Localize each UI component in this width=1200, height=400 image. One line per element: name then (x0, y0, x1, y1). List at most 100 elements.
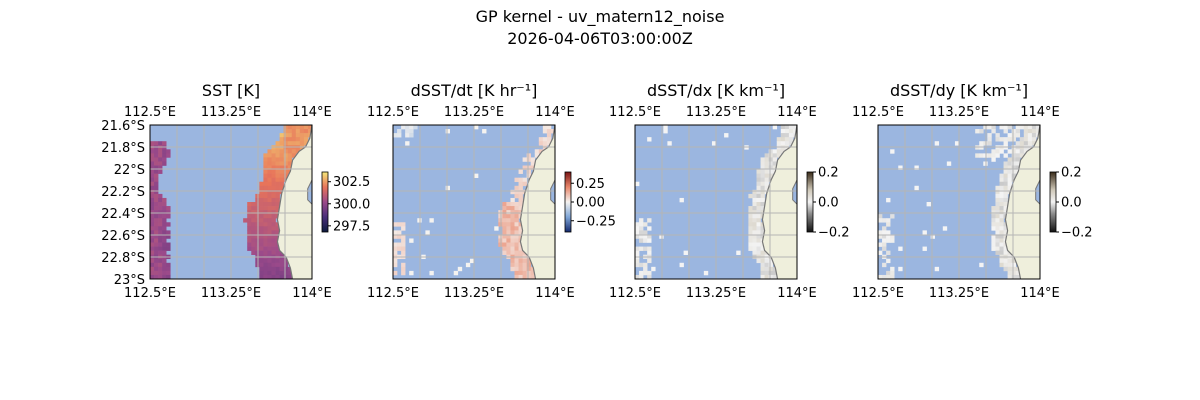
heatmap-cell (247, 202, 252, 207)
heatmap-cell (522, 165, 527, 170)
panels: SST [K] 112.5°E 112.5°E 113.25°E 113.25°E 114… (101, 81, 1092, 301)
heatmap-cell (275, 189, 280, 195)
heatmap-cell (999, 202, 1004, 207)
heatmap-cell (756, 230, 761, 235)
heatmap-cell (760, 206, 765, 211)
heatmap-cell (886, 270, 891, 276)
heatmap-cell (401, 262, 406, 268)
heatmap-cell (275, 181, 280, 187)
heatmap-cell (1003, 125, 1008, 130)
heatmap-cell (283, 169, 288, 174)
heatmap-cell (291, 133, 297, 138)
heatmap-cell (1007, 270, 1012, 276)
heatmap-cell (1019, 141, 1025, 146)
heatmap-cell (878, 230, 883, 235)
heatmap-cell (401, 226, 406, 231)
heatmap-cell (158, 270, 163, 276)
heatmap-cell (647, 246, 652, 251)
x-tick-label-top: 112.5°E (124, 105, 176, 120)
heatmap-cell (291, 153, 297, 158)
heatmap-cell (154, 197, 159, 203)
heatmap-cell (267, 193, 272, 199)
heatmap-cell (263, 242, 268, 247)
heatmap-cell (764, 169, 769, 174)
heatmap-cell (263, 226, 268, 231)
heatmap-cell (760, 230, 765, 235)
heatmap-cell (393, 246, 398, 251)
heatmap-cell (255, 230, 260, 235)
heatmap-cell (263, 210, 268, 215)
heatmap-cell (991, 242, 996, 247)
heatmap-cell (397, 222, 402, 227)
heatmap-cell (510, 226, 515, 231)
heatmap-cell (162, 157, 167, 162)
heatmap-cell (1011, 262, 1016, 268)
heatmap-cell (150, 234, 155, 239)
heatmap-cell (259, 197, 264, 203)
heatmap-cell (1007, 266, 1012, 272)
heatmap-cell (999, 149, 1004, 154)
heatmap-cell (1027, 129, 1033, 134)
heatmap-cell (890, 274, 895, 280)
heatmap-cell (154, 210, 159, 215)
heatmap-cell (514, 230, 519, 235)
heatmap-cell (154, 189, 159, 195)
heatmap-cell (397, 133, 402, 138)
heatmap-cell (1003, 246, 1008, 251)
heatmap-cell (287, 165, 293, 170)
heatmap-cell (999, 125, 1004, 130)
heatmap-cell (999, 230, 1004, 235)
heatmap-cell (975, 153, 980, 158)
heatmap-cell (643, 262, 648, 268)
heatmap-cell (635, 250, 640, 255)
heatmap-cell (275, 165, 280, 170)
heatmap-cell (158, 238, 163, 243)
heatmap-cell (898, 165, 903, 170)
y-tick-label: 21.8°S (101, 141, 145, 156)
heatmap-cell (926, 202, 931, 207)
heatmap-cell (401, 238, 406, 243)
heatmap-cell (271, 149, 276, 154)
heatmap-cell (756, 258, 761, 264)
heatmap-cell (271, 246, 276, 251)
heatmap-cell (263, 270, 268, 276)
heatmap-cell (283, 125, 288, 130)
heatmap-cell (271, 238, 276, 243)
heatmap-cell (409, 133, 414, 138)
heatmap-cell (494, 226, 499, 231)
heatmap-cell (764, 153, 769, 158)
heatmap-cell (643, 238, 648, 243)
heatmap-cell (275, 149, 280, 154)
heatmap-cell (158, 222, 163, 227)
heatmap-cell (259, 258, 264, 264)
heatmap-cell (267, 238, 272, 243)
heatmap-cell (987, 125, 992, 130)
heatmap-cell (534, 149, 540, 154)
heatmap-cell (772, 165, 778, 170)
heatmap-cell (162, 153, 167, 158)
heatmap-cell (1023, 141, 1029, 146)
heatmap-cell (279, 141, 284, 146)
heatmap-cell (267, 185, 272, 191)
heatmap-cell (890, 270, 895, 276)
heatmap-cell (975, 129, 980, 134)
heatmap-cell (251, 210, 256, 215)
heatmap-cell (1027, 141, 1033, 146)
heatmap-cell (1015, 161, 1021, 166)
heatmap-cell (991, 246, 996, 251)
heatmap-cell (1007, 262, 1012, 268)
colorbar (806, 171, 814, 233)
heatmap-cell (271, 218, 276, 223)
heatmap-cell (1007, 161, 1012, 166)
heatmap-cell (522, 270, 527, 276)
heatmap-cell (514, 258, 519, 264)
heatmap-cell (474, 173, 479, 178)
colorbar (564, 171, 572, 233)
heatmap-cell (1035, 125, 1041, 130)
heatmap-cell (748, 214, 753, 219)
heatmap-cell (756, 202, 761, 207)
heatmap-cell (538, 141, 544, 146)
heatmap-cell (514, 218, 519, 223)
heatmap-cell (764, 274, 769, 280)
